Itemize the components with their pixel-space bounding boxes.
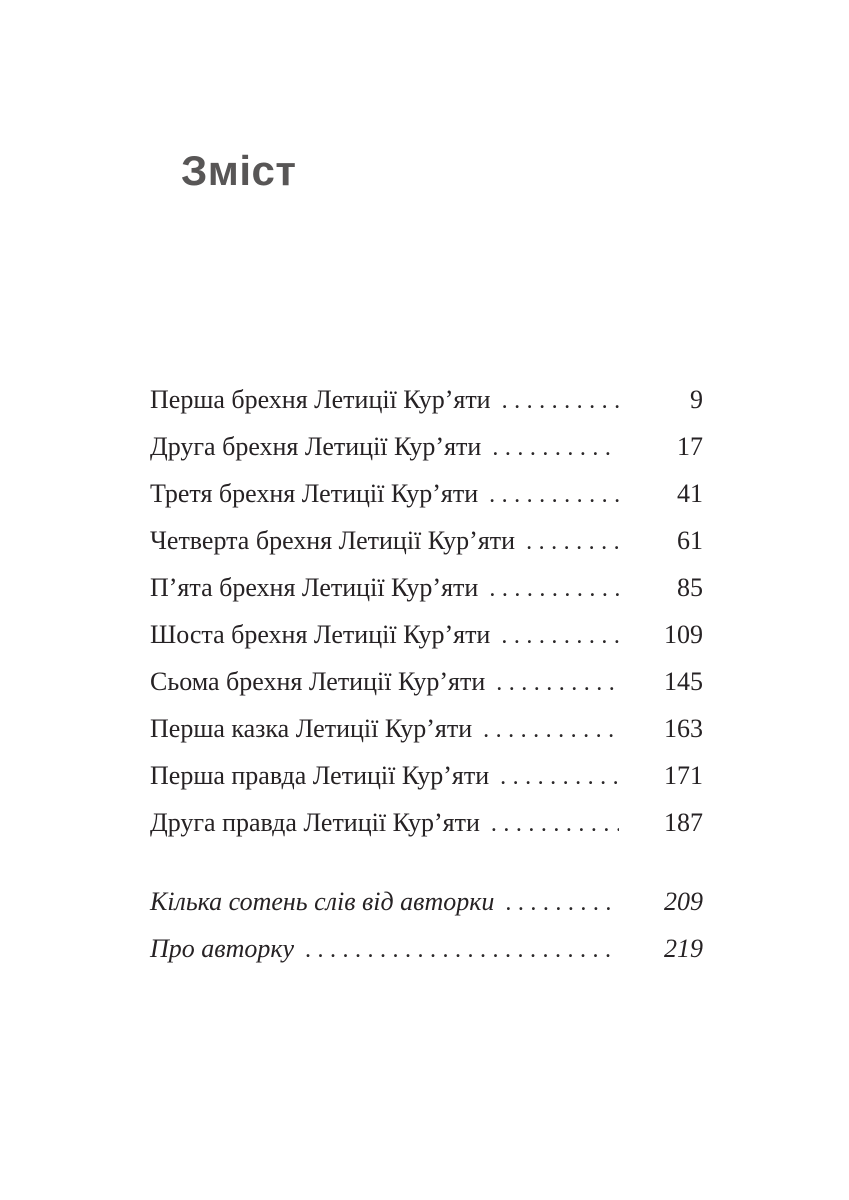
toc-entry-title: П’ята брехня Летиції Кур’яти bbox=[150, 573, 479, 602]
dot-leader bbox=[505, 890, 619, 917]
toc-entry[interactable]: Сьома брехня Летиції Кур’яти 145 bbox=[150, 652, 703, 699]
toc-entry[interactable]: Друга правда Летиції Кур’яти 187 bbox=[150, 793, 703, 840]
toc-entry[interactable]: П’ята брехня Летиції Кур’яти 85 bbox=[150, 558, 703, 605]
toc-entry-page-number: 163 bbox=[664, 714, 703, 743]
toc-entry-page-number: 9 bbox=[690, 385, 703, 414]
toc-entry-title: Сьома брехня Летиції Кур’яти bbox=[150, 667, 486, 696]
contents-heading: Зміст bbox=[181, 147, 297, 194]
table-of-contents: Перша брехня Летиції Кур’яти 9 Друга бре… bbox=[150, 370, 703, 966]
dot-leader bbox=[496, 670, 619, 697]
toc-entry-title: Перша брехня Летиції Кур’яти bbox=[150, 385, 491, 414]
toc-entry[interactable]: Третя брехня Летиції Кур’яти 41 bbox=[150, 464, 703, 511]
toc-entry-page-number: 145 bbox=[664, 667, 703, 696]
dot-leader bbox=[502, 388, 619, 415]
toc-entry[interactable]: Кілька сотень слів від авторки 209 bbox=[150, 872, 703, 919]
toc-entry-title: Четверта брехня Летиції Кур’яти bbox=[150, 526, 516, 555]
toc-entry[interactable]: Четверта брехня Летиції Кур’яти 61 bbox=[150, 511, 703, 558]
dot-leader bbox=[500, 764, 619, 791]
toc-entry[interactable]: Перша брехня Летиції Кур’яти 9 bbox=[150, 370, 703, 417]
toc-entry-title: Друга правда Летиції Кур’яти bbox=[150, 808, 480, 837]
toc-entry-title: Перша казка Летиції Кур’яти bbox=[150, 714, 473, 743]
toc-entry-page-number: 209 bbox=[664, 887, 703, 916]
dot-leader bbox=[305, 937, 619, 964]
toc-entry-title: Перша правда Летиції Кур’яти bbox=[150, 761, 490, 790]
toc-entry-title: Шоста брехня Летиції Кур’яти bbox=[150, 620, 491, 649]
toc-entry-page-number: 109 bbox=[664, 620, 703, 649]
toc-entry[interactable]: Перша правда Летиції Кур’яти 171 bbox=[150, 746, 703, 793]
dot-leader bbox=[526, 529, 619, 556]
toc-entry[interactable]: Перша казка Летиції Кур’яти 163 bbox=[150, 699, 703, 746]
dot-leader bbox=[483, 717, 619, 744]
dot-leader bbox=[489, 576, 619, 603]
toc-entry-page-number: 171 bbox=[664, 761, 703, 790]
toc-entry-page-number: 219 bbox=[664, 934, 703, 963]
toc-entry[interactable]: Про авторку 219 bbox=[150, 919, 703, 966]
toc-entry-title: Кілька сотень слів від авторки bbox=[150, 887, 495, 916]
toc-entry-page-number: 41 bbox=[677, 479, 703, 508]
toc-entry-title: Третя брехня Летиції Кур’яти bbox=[150, 479, 479, 508]
toc-entry-page-number: 17 bbox=[677, 432, 703, 461]
dot-leader bbox=[501, 623, 619, 650]
dot-leader bbox=[492, 435, 619, 462]
toc-entry-page-number: 61 bbox=[677, 526, 703, 555]
section-gap bbox=[150, 840, 703, 872]
dot-leader bbox=[491, 811, 619, 838]
toc-entry-page-number: 187 bbox=[664, 808, 703, 837]
toc-entry-page-number: 85 bbox=[677, 573, 703, 602]
toc-entry[interactable]: Друга брехня Летиції Кур’яти 17 bbox=[150, 417, 703, 464]
dot-leader bbox=[489, 482, 619, 509]
toc-entry[interactable]: Шоста брехня Летиції Кур’яти 109 bbox=[150, 605, 703, 652]
toc-entry-title: Друга брехня Летиції Кур’яти bbox=[150, 432, 482, 461]
toc-entry-title: Про авторку bbox=[150, 934, 295, 963]
